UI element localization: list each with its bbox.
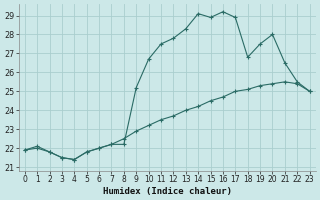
- X-axis label: Humidex (Indice chaleur): Humidex (Indice chaleur): [103, 187, 232, 196]
